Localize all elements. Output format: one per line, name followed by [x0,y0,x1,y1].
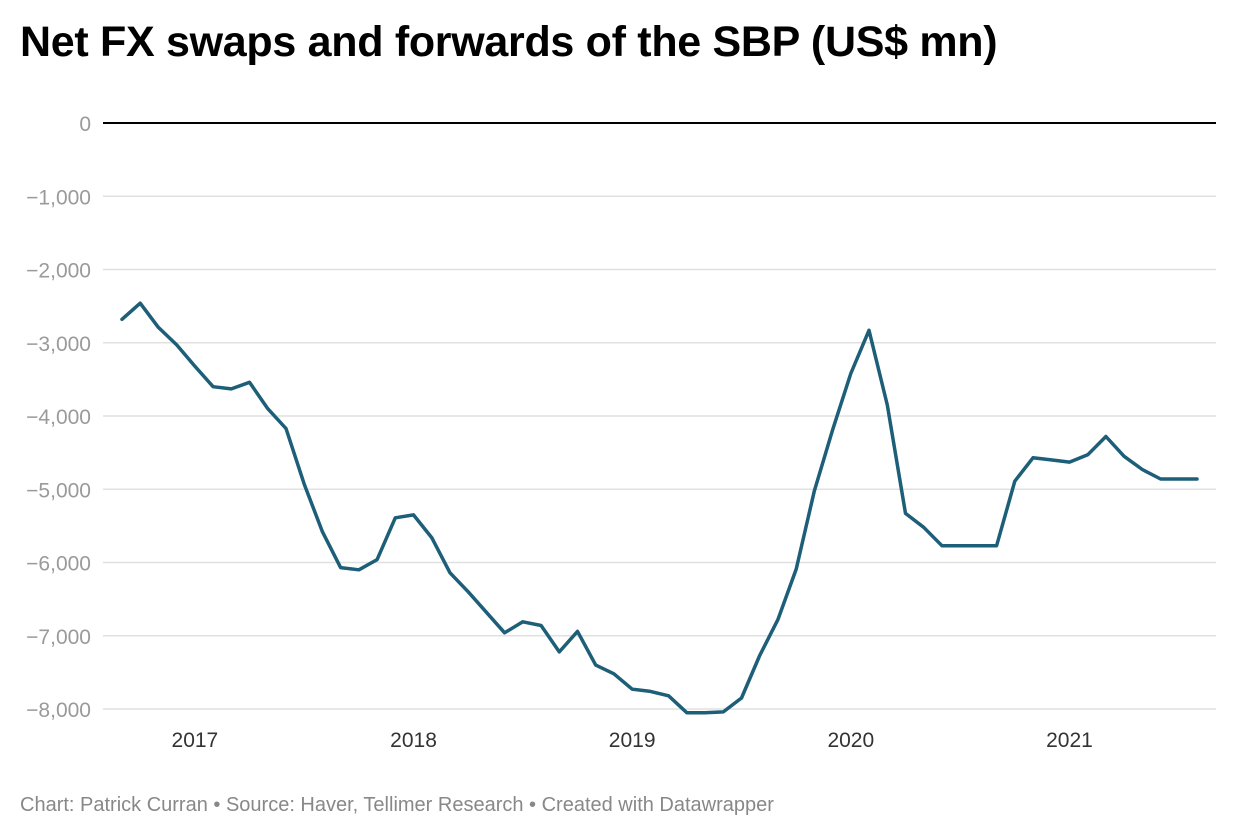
chart-footer: Chart: Patrick Curran • Source: Haver, T… [20,794,774,816]
x-axis-ticks: 2017 2018 2019 2020 2021 [172,729,1093,752]
x-tick-label: 2021 [1046,729,1093,752]
x-tick-label: 2019 [609,729,656,752]
x-tick-label: 2017 [172,729,219,752]
series-layer [120,301,1199,715]
y-tick-label: −7,000 [26,626,91,649]
gridlines [103,122,1216,710]
chart-title: Net FX swaps and forwards of the SBP (US… [20,18,998,66]
y-tick-label: −1,000 [26,186,91,209]
x-tick-label: 2018 [390,729,437,752]
y-tick-label: −4,000 [26,406,91,429]
y-tick-label: −6,000 [26,553,91,576]
y-axis-ticks: 0 −1,000 −2,000 −3,000 −4,000 −5,000 −6,000 −7,… [26,113,91,722]
y-tick-label: −8,000 [26,699,91,722]
y-tick-label: −2,000 [26,260,91,283]
y-tick-label: −5,000 [26,479,91,502]
series-line [120,301,1199,715]
x-tick-label: 2020 [827,729,874,752]
y-tick-label: 0 [79,113,91,136]
y-tick-label: −3,000 [26,333,91,356]
